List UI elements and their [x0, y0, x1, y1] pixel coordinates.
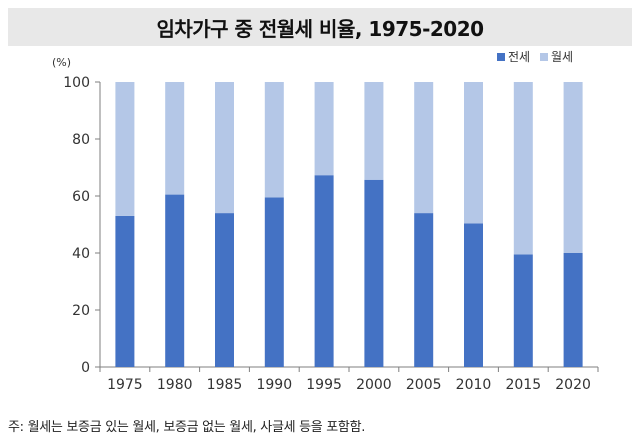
x-tick-label: 2020 [555, 377, 591, 393]
bar-wolse-1985 [215, 82, 234, 214]
legend-label-wolse: 월세 [551, 50, 573, 64]
bar-wolse-1995 [314, 82, 334, 176]
x-tick-label: 1980 [157, 377, 193, 393]
y-tick-label: 60 [72, 189, 90, 205]
x-tick-label: 1975 [107, 377, 143, 393]
legend-swatch-jeonse [497, 53, 505, 61]
bar-wolse-2015 [513, 82, 533, 255]
bar-jeonse-2005 [414, 213, 434, 367]
x-tick-label: 1985 [207, 377, 243, 393]
title-bar: 임차가구 중 전월세 비율, 1975-2020 [8, 8, 632, 46]
y-tick-label: 0 [81, 360, 90, 376]
bar-wolse-1990 [264, 82, 284, 198]
x-tick-label: 2005 [406, 377, 442, 393]
bar-wolse-2005 [414, 82, 434, 214]
bar-wolse-2000 [364, 82, 384, 180]
x-tick-label: 2010 [456, 377, 492, 393]
y-tick-label: 100 [63, 75, 90, 91]
legend-swatch-wolse [540, 53, 548, 61]
footnote: 주: 월세는 보증금 있는 월세, 보증금 없는 월세, 사글세 등을 포함함. [8, 420, 366, 435]
bar-jeonse-1985 [215, 213, 234, 367]
chart-title: 임차가구 중 전월세 비율, 1975-2020 [156, 16, 484, 41]
bar-jeonse-2015 [513, 254, 533, 367]
bar-wolse-2010 [464, 82, 483, 224]
legend-label-jeonse: 전세 [508, 50, 530, 64]
bar-wolse-1980 [165, 82, 185, 195]
bar-wolse-2020 [563, 82, 583, 253]
bar-jeonse-1980 [165, 194, 185, 367]
y-tick-label: 40 [72, 246, 90, 262]
bar-jeonse-1995 [314, 175, 334, 367]
x-tick-label: 2000 [356, 377, 392, 393]
x-tick-label: 1990 [256, 377, 292, 393]
bar-jeonse-2010 [464, 223, 483, 367]
bar-jeonse-1975 [115, 215, 135, 367]
y-tick-label: 80 [72, 132, 90, 148]
bar-wolse-1975 [115, 82, 135, 216]
bar-jeonse-1990 [264, 197, 284, 367]
x-tick-label: 1995 [306, 377, 342, 393]
bar-jeonse-2000 [364, 179, 384, 367]
x-tick-label: 2015 [505, 377, 541, 393]
y-unit-label: (%) [52, 56, 71, 69]
y-tick-label: 20 [72, 303, 90, 319]
bar-jeonse-2020 [563, 253, 583, 367]
